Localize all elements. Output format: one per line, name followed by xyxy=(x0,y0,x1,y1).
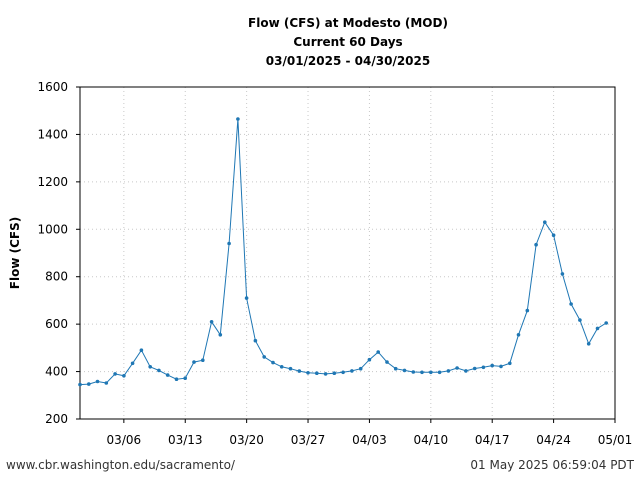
data-point xyxy=(244,296,249,300)
data-point xyxy=(464,369,468,373)
data-point xyxy=(271,360,275,365)
data-point xyxy=(534,242,538,247)
x-tick-label: 03/20 xyxy=(229,433,264,447)
data-point xyxy=(139,348,144,353)
y-tick-label: 200 xyxy=(45,412,68,426)
data-point xyxy=(218,333,223,337)
data-point xyxy=(437,370,442,375)
data-point xyxy=(332,371,337,376)
data-point xyxy=(508,361,512,366)
data-point xyxy=(490,363,495,368)
data-point xyxy=(306,371,310,375)
data-point xyxy=(569,302,573,306)
data-point xyxy=(87,382,91,386)
data-point xyxy=(358,366,363,371)
data-point xyxy=(227,241,231,246)
x-tick-label: 05/01 xyxy=(598,433,633,447)
data-point xyxy=(236,117,240,121)
title-line-3: 03/01/2025 - 04/30/2025 xyxy=(266,54,430,68)
data-point xyxy=(130,361,135,366)
x-tick-label: 03/13 xyxy=(168,433,203,447)
data-point xyxy=(165,373,170,377)
data-point xyxy=(429,370,433,375)
chart-title: Flow (CFS) at Modesto (MOD) Current 60 D… xyxy=(248,16,448,68)
data-point xyxy=(367,357,372,362)
data-point xyxy=(78,382,82,387)
data-point xyxy=(262,355,267,359)
title-line-2: Current 60 Days xyxy=(293,35,402,49)
data-point xyxy=(560,272,565,276)
x-tick-label: 04/24 xyxy=(536,433,571,447)
data-point xyxy=(113,372,117,376)
data-point xyxy=(376,350,381,354)
y-tick-label: 800 xyxy=(45,270,68,284)
y-axis-label: Flow (CFS) xyxy=(8,217,22,289)
data-point xyxy=(174,377,179,382)
y-tick-label: 400 xyxy=(45,365,68,379)
y-tick-label: 1600 xyxy=(37,80,68,94)
grid-lines xyxy=(80,87,615,419)
data-point xyxy=(393,366,398,371)
data-point xyxy=(104,381,109,385)
data-point xyxy=(201,358,205,363)
y-axis: 200 400 600 800 1000 1200 1400 1600 xyxy=(37,80,80,426)
data-point xyxy=(604,321,608,325)
x-tick-label: 03/06 xyxy=(107,433,142,447)
data-point xyxy=(385,360,389,364)
y-tick-label: 1400 xyxy=(37,127,68,141)
data-point xyxy=(122,374,126,378)
data-point xyxy=(323,372,328,376)
series-line xyxy=(79,118,607,386)
x-tick-label: 04/10 xyxy=(414,433,449,447)
data-point xyxy=(420,370,424,375)
y-tick-label: 1200 xyxy=(37,175,68,189)
footer-url: www.cbr.washington.edu/sacramento/ xyxy=(6,458,235,472)
data-point xyxy=(148,365,152,369)
title-line-1: Flow (CFS) at Modesto (MOD) xyxy=(248,16,448,30)
data-point xyxy=(341,370,345,375)
data-point xyxy=(183,376,187,381)
data-point xyxy=(455,366,459,370)
x-tick-label: 04/17 xyxy=(475,433,510,447)
data-point xyxy=(279,365,284,369)
data-point xyxy=(209,320,214,324)
data-point xyxy=(95,379,100,384)
data-point xyxy=(297,369,302,373)
data-point xyxy=(411,370,416,374)
plot-area xyxy=(79,86,616,420)
data-point xyxy=(288,366,293,371)
data-point xyxy=(595,326,600,331)
x-tick-label: 04/03 xyxy=(352,433,387,447)
y-tick-label: 600 xyxy=(45,317,68,331)
data-point xyxy=(499,364,503,369)
data-point xyxy=(586,342,591,346)
y-tick-label: 1000 xyxy=(37,222,68,236)
data-point xyxy=(253,338,258,343)
data-point xyxy=(402,368,407,373)
x-axis: 03/06 03/13 03/20 03/27 04/03 04/10 04/17 04/24… xyxy=(107,419,633,447)
data-point xyxy=(446,369,451,373)
footer-timestamp: 01 May 2025 06:59:04 PDT xyxy=(470,458,634,472)
data-point xyxy=(543,220,547,224)
data-point xyxy=(516,333,521,337)
flow-series xyxy=(78,117,608,387)
data-point xyxy=(551,233,556,237)
data-point xyxy=(525,308,530,313)
x-tick-label: 03/27 xyxy=(291,433,326,447)
data-point xyxy=(472,366,477,371)
data-point xyxy=(192,360,196,364)
data-point xyxy=(481,365,486,370)
data-point xyxy=(315,371,319,376)
data-point xyxy=(157,368,161,373)
data-point xyxy=(350,369,354,373)
data-point xyxy=(578,318,582,322)
